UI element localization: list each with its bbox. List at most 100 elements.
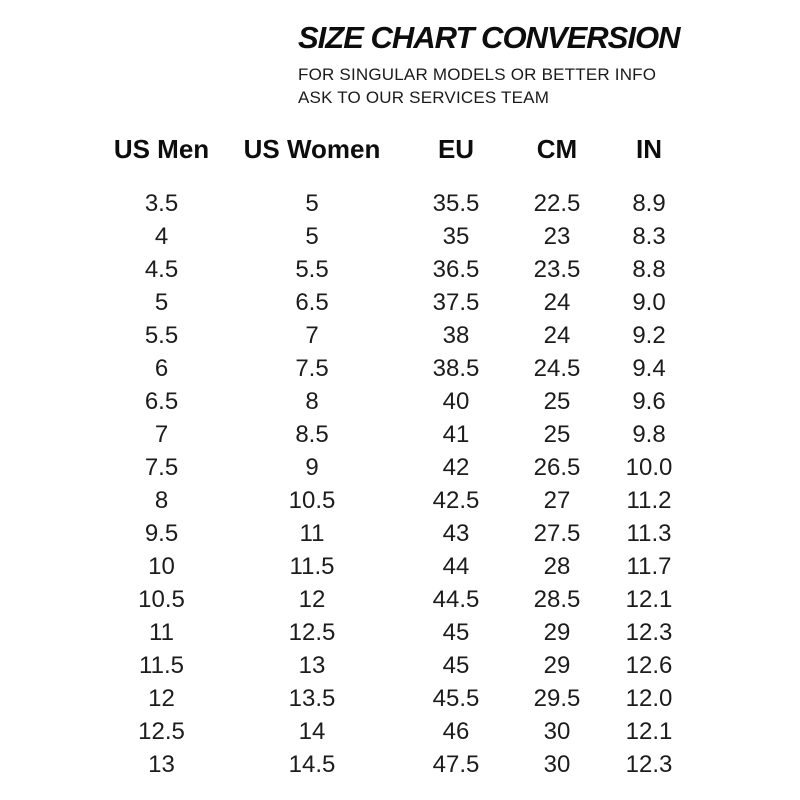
cell-cm: 24 [543, 321, 571, 349]
table-row: 13 14.5 47.5 30 12.3 [95, 748, 700, 781]
cell-us-men: 13 [148, 750, 175, 778]
table-row: 7 8.5 41 25 9.8 [95, 418, 700, 451]
page-title: SIZE CHART CONVERSION [298, 20, 680, 55]
cell-us-men: 10 [148, 552, 175, 580]
column-header-in: IN [636, 134, 662, 164]
table-row: 3.5 5 35.5 22.5 8.9 [95, 187, 700, 220]
cell-us-men: 8 [154, 486, 169, 514]
cell-in: 9.4 [632, 354, 666, 382]
cell-us-women: 10.5 [288, 486, 336, 514]
cell-us-men: 4.5 [144, 255, 179, 283]
cell-eu: 38 [442, 321, 470, 349]
cell-cm: 30 [543, 717, 571, 745]
cell-eu: 35 [442, 222, 470, 250]
cell-us-men: 3.5 [144, 189, 179, 217]
cell-cm: 29.5 [533, 684, 581, 712]
cell-cm: 24.5 [533, 354, 581, 382]
cell-us-women: 7.5 [295, 354, 329, 382]
cell-us-women: 8.5 [295, 420, 329, 448]
cell-eu: 40 [442, 387, 470, 415]
table-row: 11 12.5 45 29 12.3 [95, 616, 700, 649]
cell-in: 9.2 [632, 321, 666, 349]
cell-cm: 23.5 [533, 255, 581, 283]
cell-eu: 37.5 [432, 288, 480, 316]
cell-eu: 36.5 [432, 255, 480, 283]
column-header-eu: EU [437, 134, 475, 164]
cell-us-men: 6 [154, 354, 169, 382]
table-row: 5 6.5 37.5 24 9.0 [95, 286, 700, 319]
table-row: 12.5 14 46 30 12.1 [95, 715, 700, 748]
cell-in: 12.1 [625, 717, 673, 745]
cell-cm: 25 [543, 387, 571, 415]
cell-eu: 47.5 [432, 750, 480, 778]
cell-us-women: 5.5 [295, 255, 329, 283]
cell-in: 12.3 [625, 750, 673, 778]
cell-cm: 25 [543, 420, 571, 448]
cell-us-men: 4 [154, 222, 169, 250]
cell-us-men: 9.5 [144, 519, 179, 547]
cell-us-women: 12.5 [288, 618, 336, 646]
column-header-us-men: US Men [113, 134, 210, 164]
size-conversion-table: US Men US Women EU CM IN 3.5 5 35.5 22.5 8.9… [95, 130, 700, 781]
cell-eu: 45 [442, 651, 470, 679]
table-row: 4.5 5.5 36.5 23.5 8.8 [95, 253, 700, 286]
cell-us-men: 11.5 [139, 651, 184, 679]
cell-us-women: 14 [298, 717, 326, 745]
cell-cm: 27.5 [533, 519, 581, 547]
cell-in: 9.0 [632, 288, 666, 316]
cell-us-women: 11.5 [289, 552, 335, 580]
table-body: 3.5 5 35.5 22.5 8.9 4 5 35 23 8.3 4.5 5.5 36.5 23.5 8.… [95, 187, 700, 781]
cell-us-women: 9 [305, 453, 319, 481]
cell-eu: 44.5 [432, 585, 480, 613]
cell-us-men: 12 [148, 684, 175, 712]
subtitle-line-1: FOR SINGULAR MODELS OR BETTER INFO [298, 65, 657, 84]
cell-eu: 43 [442, 519, 470, 547]
cell-in: 12.1 [625, 585, 673, 613]
table-row: 10 11.5 44 28 11.7 [95, 550, 700, 583]
header-block: SIZE CHART CONVERSION FOR SINGULAR MODEL… [298, 20, 738, 109]
cell-in: 10.0 [625, 453, 673, 481]
table-row: 7.5 9 42 26.5 10.0 [95, 451, 700, 484]
cell-cm: 24 [543, 288, 571, 316]
table-row: 4 5 35 23 8.3 [95, 220, 700, 253]
cell-cm: 29 [543, 618, 571, 646]
cell-us-women: 12 [298, 585, 326, 613]
column-header-cm: CM [536, 134, 578, 164]
cell-eu: 42 [442, 453, 470, 481]
cell-in: 12.0 [625, 684, 673, 712]
cell-us-women: 11 [299, 519, 325, 547]
cell-us-women: 8 [305, 387, 319, 415]
cell-eu: 44 [442, 552, 470, 580]
cell-us-men: 6.5 [144, 387, 179, 415]
cell-us-men: 11 [149, 618, 174, 646]
cell-us-men: 7 [154, 420, 169, 448]
cell-eu: 42.5 [432, 486, 480, 514]
table-row: 8 10.5 42.5 27 11.2 [95, 484, 700, 517]
table-row: 9.5 11 43 27.5 11.3 [95, 517, 700, 550]
cell-eu: 45 [442, 618, 470, 646]
cell-us-men: 10.5 [138, 585, 185, 613]
cell-in: 8.3 [632, 222, 666, 250]
cell-cm: 23 [543, 222, 571, 250]
table-row: 12 13.5 45.5 29.5 12.0 [95, 682, 700, 715]
cell-us-women: 5 [305, 222, 319, 250]
cell-in: 9.6 [632, 387, 666, 415]
subtitle-line-2: ASK TO OUR SERVICES TEAM [298, 88, 550, 107]
cell-in: 12.6 [625, 651, 673, 679]
cell-cm: 28 [543, 552, 571, 580]
table-row: 10.5 12 44.5 28.5 12.1 [95, 583, 700, 616]
cell-us-women: 6.5 [295, 288, 329, 316]
cell-in: 11.3 [626, 519, 672, 547]
cell-eu: 45.5 [432, 684, 480, 712]
table-row: 6.5 8 40 25 9.6 [95, 385, 700, 418]
table-row: 11.5 13 45 29 12.6 [95, 649, 700, 682]
cell-us-women: 5 [305, 189, 319, 217]
table-row: 6 7.5 38.5 24.5 9.4 [95, 352, 700, 385]
cell-us-men: 5.5 [144, 321, 179, 349]
cell-cm: 28.5 [533, 585, 581, 613]
cell-in: 11.7 [626, 552, 672, 580]
cell-us-women: 7 [305, 321, 319, 349]
cell-in: 12.3 [625, 618, 673, 646]
cell-cm: 30 [543, 750, 571, 778]
